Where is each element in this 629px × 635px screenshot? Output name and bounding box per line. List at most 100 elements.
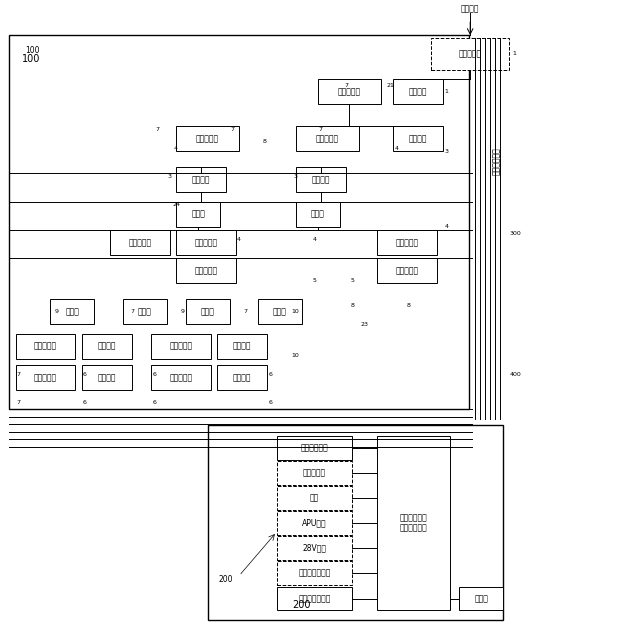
Text: 5: 5 bbox=[313, 277, 316, 283]
Text: 4: 4 bbox=[237, 237, 241, 242]
Bar bbox=[9, 35, 469, 409]
Text: 轮载: 轮载 bbox=[310, 493, 319, 502]
Text: 位置传感器: 位置传感器 bbox=[169, 342, 192, 351]
Text: 10: 10 bbox=[292, 353, 299, 358]
Text: 6: 6 bbox=[269, 372, 272, 377]
Text: 6: 6 bbox=[152, 401, 156, 405]
Text: 7: 7 bbox=[130, 309, 134, 314]
FancyBboxPatch shape bbox=[296, 167, 346, 192]
Text: 飞机对称轴线: 飞机对称轴线 bbox=[493, 147, 501, 175]
FancyBboxPatch shape bbox=[176, 126, 239, 151]
FancyBboxPatch shape bbox=[50, 299, 94, 324]
Text: 400: 400 bbox=[509, 372, 521, 377]
Text: 4: 4 bbox=[174, 145, 178, 150]
Text: 压力传感器: 压力传感器 bbox=[194, 238, 218, 247]
Bar bbox=[208, 425, 503, 620]
FancyBboxPatch shape bbox=[377, 258, 437, 283]
Text: 氮气发生器: 氮气发生器 bbox=[459, 50, 482, 58]
Text: 1: 1 bbox=[513, 51, 516, 57]
Text: 9: 9 bbox=[55, 309, 58, 314]
FancyBboxPatch shape bbox=[176, 230, 236, 255]
FancyBboxPatch shape bbox=[296, 126, 359, 151]
Text: 燃油泵开关: 燃油泵开关 bbox=[303, 468, 326, 478]
Text: 主电动阀: 主电动阀 bbox=[409, 87, 428, 96]
FancyBboxPatch shape bbox=[176, 258, 236, 283]
FancyBboxPatch shape bbox=[296, 201, 340, 227]
FancyBboxPatch shape bbox=[82, 334, 132, 359]
Text: 300: 300 bbox=[509, 231, 521, 236]
Text: 位置传感器: 位置传感器 bbox=[169, 373, 192, 382]
Text: 3: 3 bbox=[168, 174, 172, 179]
FancyBboxPatch shape bbox=[377, 230, 437, 255]
FancyBboxPatch shape bbox=[277, 436, 352, 460]
Text: 5: 5 bbox=[350, 277, 354, 283]
Text: 21: 21 bbox=[386, 83, 394, 88]
Text: 8: 8 bbox=[407, 303, 411, 308]
Text: 手动阀: 手动阀 bbox=[65, 307, 79, 316]
Text: 机载燃油系统
远程接口单元: 机载燃油系统 远程接口单元 bbox=[399, 513, 428, 533]
Text: 23: 23 bbox=[361, 322, 369, 327]
FancyBboxPatch shape bbox=[186, 299, 230, 324]
Text: 200: 200 bbox=[218, 575, 233, 584]
Text: 7: 7 bbox=[17, 401, 21, 405]
Text: 从电动阀: 从电动阀 bbox=[97, 342, 116, 351]
Text: 单向阀: 单向阀 bbox=[191, 210, 205, 218]
FancyBboxPatch shape bbox=[16, 334, 75, 359]
Text: 满油信号器: 满油信号器 bbox=[194, 266, 218, 276]
Text: 燃油管理计算机: 燃油管理计算机 bbox=[298, 594, 331, 603]
FancyBboxPatch shape bbox=[217, 365, 267, 391]
FancyBboxPatch shape bbox=[123, 299, 167, 324]
FancyBboxPatch shape bbox=[82, 365, 132, 391]
FancyBboxPatch shape bbox=[277, 561, 352, 585]
Text: 6: 6 bbox=[269, 401, 272, 405]
FancyBboxPatch shape bbox=[277, 486, 352, 510]
Text: 手动阀: 手动阀 bbox=[201, 307, 214, 316]
FancyBboxPatch shape bbox=[151, 365, 211, 391]
Text: 从电动阀: 从电动阀 bbox=[233, 373, 252, 382]
Text: 满油信号器: 满油信号器 bbox=[396, 266, 419, 276]
Text: 计算机: 计算机 bbox=[474, 594, 488, 603]
FancyBboxPatch shape bbox=[151, 334, 211, 359]
FancyBboxPatch shape bbox=[110, 230, 170, 255]
FancyBboxPatch shape bbox=[176, 201, 220, 227]
FancyBboxPatch shape bbox=[393, 79, 443, 104]
Text: 单向阀: 单向阀 bbox=[311, 210, 325, 218]
Text: 主电动阀: 主电动阀 bbox=[409, 134, 428, 144]
Text: 4: 4 bbox=[394, 145, 398, 150]
Text: 7: 7 bbox=[155, 127, 159, 132]
Text: 天气数据计算机: 天气数据计算机 bbox=[298, 569, 331, 578]
FancyBboxPatch shape bbox=[176, 167, 226, 192]
Text: 7: 7 bbox=[319, 127, 323, 132]
Text: 7: 7 bbox=[231, 127, 235, 132]
FancyBboxPatch shape bbox=[318, 79, 381, 104]
Text: 7: 7 bbox=[243, 309, 247, 314]
Text: 100: 100 bbox=[25, 46, 40, 55]
Text: 从电动阀: 从电动阀 bbox=[97, 373, 116, 382]
Text: 从电动阀: 从电动阀 bbox=[233, 342, 252, 351]
FancyBboxPatch shape bbox=[393, 126, 443, 151]
Text: 6: 6 bbox=[83, 372, 87, 377]
FancyBboxPatch shape bbox=[217, 334, 267, 359]
Text: 4: 4 bbox=[313, 237, 316, 242]
Text: 3: 3 bbox=[445, 149, 448, 154]
Text: 3: 3 bbox=[294, 174, 298, 179]
Text: 位置传感器: 位置传感器 bbox=[196, 134, 219, 144]
Text: 主电动阀: 主电动阀 bbox=[192, 175, 211, 184]
Text: 安全阀: 安全阀 bbox=[273, 307, 287, 316]
Text: 7: 7 bbox=[17, 372, 21, 377]
Text: 8: 8 bbox=[350, 303, 354, 308]
Text: 200: 200 bbox=[292, 601, 311, 610]
Text: 安全阀: 安全阀 bbox=[138, 307, 152, 316]
Text: 压力传感器: 压力传感器 bbox=[396, 238, 419, 247]
FancyBboxPatch shape bbox=[431, 38, 509, 69]
Text: 9: 9 bbox=[181, 309, 184, 314]
Text: 泄露检测按鈕: 泄露检测按鈕 bbox=[301, 443, 328, 452]
FancyBboxPatch shape bbox=[258, 299, 302, 324]
Text: 主电动阀: 主电动阀 bbox=[311, 175, 330, 184]
FancyBboxPatch shape bbox=[277, 536, 352, 560]
Text: 24: 24 bbox=[172, 203, 180, 207]
Text: 28V电源: 28V电源 bbox=[303, 544, 326, 552]
Text: 7: 7 bbox=[344, 83, 348, 88]
Text: 10: 10 bbox=[292, 309, 299, 314]
FancyBboxPatch shape bbox=[377, 436, 450, 610]
